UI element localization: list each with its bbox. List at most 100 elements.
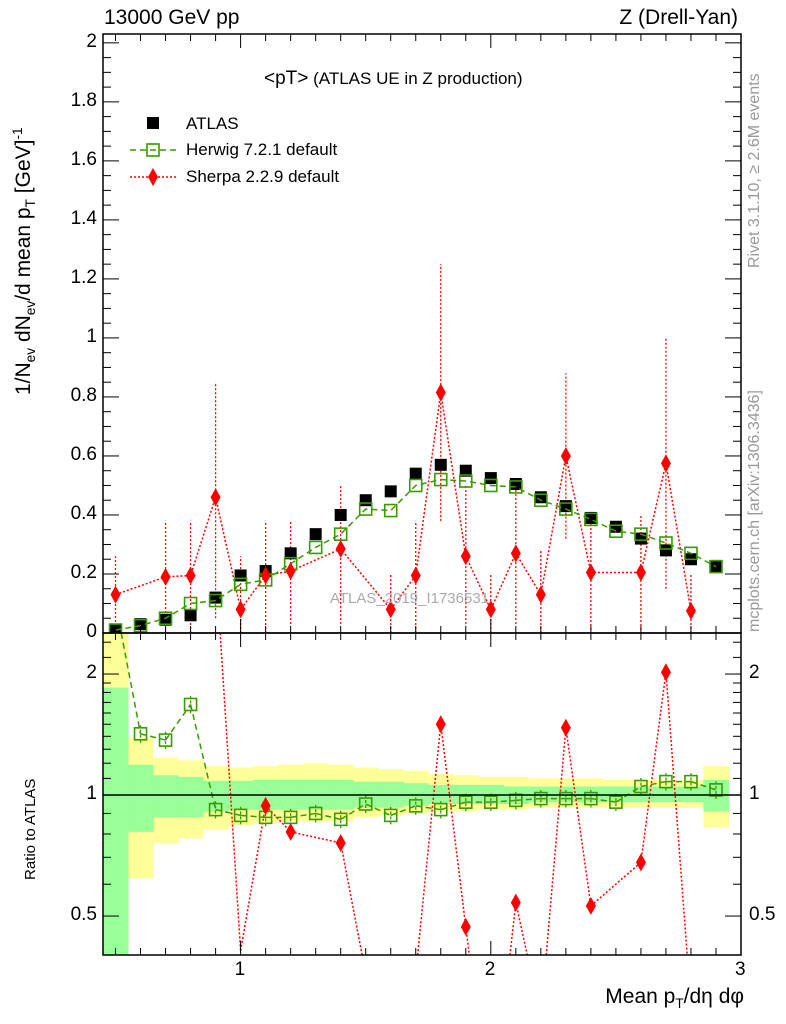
herwig-point [383, 503, 398, 518]
ylabel-part: [GeV] [12, 139, 35, 200]
herwig-ratio-line [415, 805, 441, 811]
herwig-ratio-point [433, 802, 448, 817]
herwig-point [484, 478, 498, 493]
atlas-point [409, 467, 422, 480]
y-tick-label: 1.2 [70, 266, 97, 288]
herwig-point [609, 524, 623, 538]
herwig-ratio-line [390, 805, 417, 817]
herwig-ratio-point [684, 774, 698, 789]
herwig-point [108, 623, 123, 633]
atlas-point [234, 569, 247, 582]
y-tick-label: 1 [86, 325, 97, 347]
y-tick-label: 0 [86, 621, 97, 642]
herwig-point [509, 480, 523, 494]
y-tick-label: 2 [86, 30, 97, 52]
sherpa-ratio-line [640, 672, 667, 863]
atlas-point [459, 464, 472, 477]
ratio-y-tick-label: 2 [86, 662, 97, 684]
sherpa-ratio-line [545, 727, 567, 955]
sherpa-ratio-point [260, 796, 271, 815]
y-tick-label: 0.4 [70, 502, 97, 524]
herwig-line [115, 478, 717, 631]
ratio-y-tick-label: 1 [86, 783, 97, 805]
atlas-point [584, 511, 597, 524]
atlas-point [334, 508, 347, 521]
x-tick-label: 1 [234, 959, 246, 980]
herwig-ratio-point [233, 808, 248, 823]
legend [130, 117, 176, 186]
ratio-panel [103, 633, 729, 955]
herwig-point [358, 502, 373, 516]
atlas-point [134, 618, 147, 631]
sherpa-point [185, 566, 196, 585]
y-axis-label-ratio: Ratio to ATLAS [22, 778, 39, 880]
sherpa-ratio-line [239, 805, 267, 951]
herwig-point [408, 478, 423, 493]
sherpa-ratio-point [585, 896, 596, 915]
herwig-ratio-point [383, 808, 398, 823]
herwig-ratio-point [358, 797, 373, 811]
sherpa-point [235, 600, 246, 619]
sherpa-point [410, 566, 421, 585]
sherpa-ratio-line [515, 902, 528, 955]
y-tick-label: 1.4 [70, 207, 97, 229]
xlabel-part: Mean p [605, 985, 676, 1008]
herwig-ratio-point [458, 795, 473, 809]
atlas-point [184, 609, 197, 622]
legend-herwig-marker [146, 143, 160, 157]
atlas-point [509, 477, 522, 490]
herwig-ratio-line [590, 797, 617, 803]
sherpa-point [210, 488, 221, 507]
band-stat-bin [178, 776, 204, 818]
herwig-ratio-line [290, 812, 316, 819]
sherpa-ratio-line [416, 724, 442, 955]
legend-atlas: ATLAS [186, 114, 239, 133]
herwig-ratio-line [120, 633, 142, 734]
legend-sherpa: Sherpa 2.2.9 default [186, 167, 340, 186]
sherpa-ratio-point [435, 715, 446, 734]
main-panel [108, 264, 723, 633]
ylabel-part: ev [23, 300, 39, 316]
herwig-point [584, 512, 598, 527]
sherpa-ratio-line [339, 842, 363, 955]
main-title: <pT> (ATLAS UE in Z production) [264, 68, 523, 90]
herwig-ratio-point [584, 791, 598, 806]
ylabel-part: -1 [10, 127, 25, 140]
atlas-point [434, 458, 447, 471]
y-tick-label: 1.6 [70, 148, 97, 170]
herwig-ratio-point [559, 791, 573, 806]
atlas-point [359, 494, 372, 507]
atlas-point [484, 472, 497, 485]
herwig-ratio-point [183, 697, 198, 712]
y-tick-label: 0.6 [70, 443, 97, 465]
herwig-point [659, 536, 673, 550]
herwig-point [559, 502, 573, 516]
herwig-ratio-line [240, 814, 266, 819]
herwig-ratio-line [189, 704, 217, 810]
sherpa-ratio-point [510, 893, 521, 912]
atlas-point [384, 485, 397, 498]
atlas-point [534, 491, 547, 504]
header-right: Z (Drell-Yan) [619, 6, 738, 29]
ylabel-part: 1/N [12, 362, 35, 395]
sherpa-point [160, 567, 171, 586]
xlabel-part: T [675, 996, 684, 1012]
band-stat-bin [128, 764, 154, 832]
sherpa-ratio-line [665, 672, 688, 955]
herwig-ratio-point [208, 802, 223, 817]
herwig-point [458, 474, 473, 488]
herwig-ratio-point [659, 774, 673, 789]
legend-herwig: Herwig 7.2.1 default [186, 140, 338, 159]
sherpa-point [460, 547, 471, 566]
herwig-ratio-line [490, 799, 516, 803]
ylabel-part: /d mean p [12, 207, 35, 301]
herwig-point [308, 540, 323, 555]
sherpa-ratio-point [460, 917, 471, 936]
y-axis-label-main: 1/Nev dNev/d mean pT [GeV]-1 [10, 127, 38, 395]
sherpa-point [660, 454, 671, 473]
x-axis-label: Mean pT/dη dφ [605, 985, 744, 1011]
herwig-ratio-line [640, 780, 667, 788]
title-main: <pT> [264, 68, 309, 89]
